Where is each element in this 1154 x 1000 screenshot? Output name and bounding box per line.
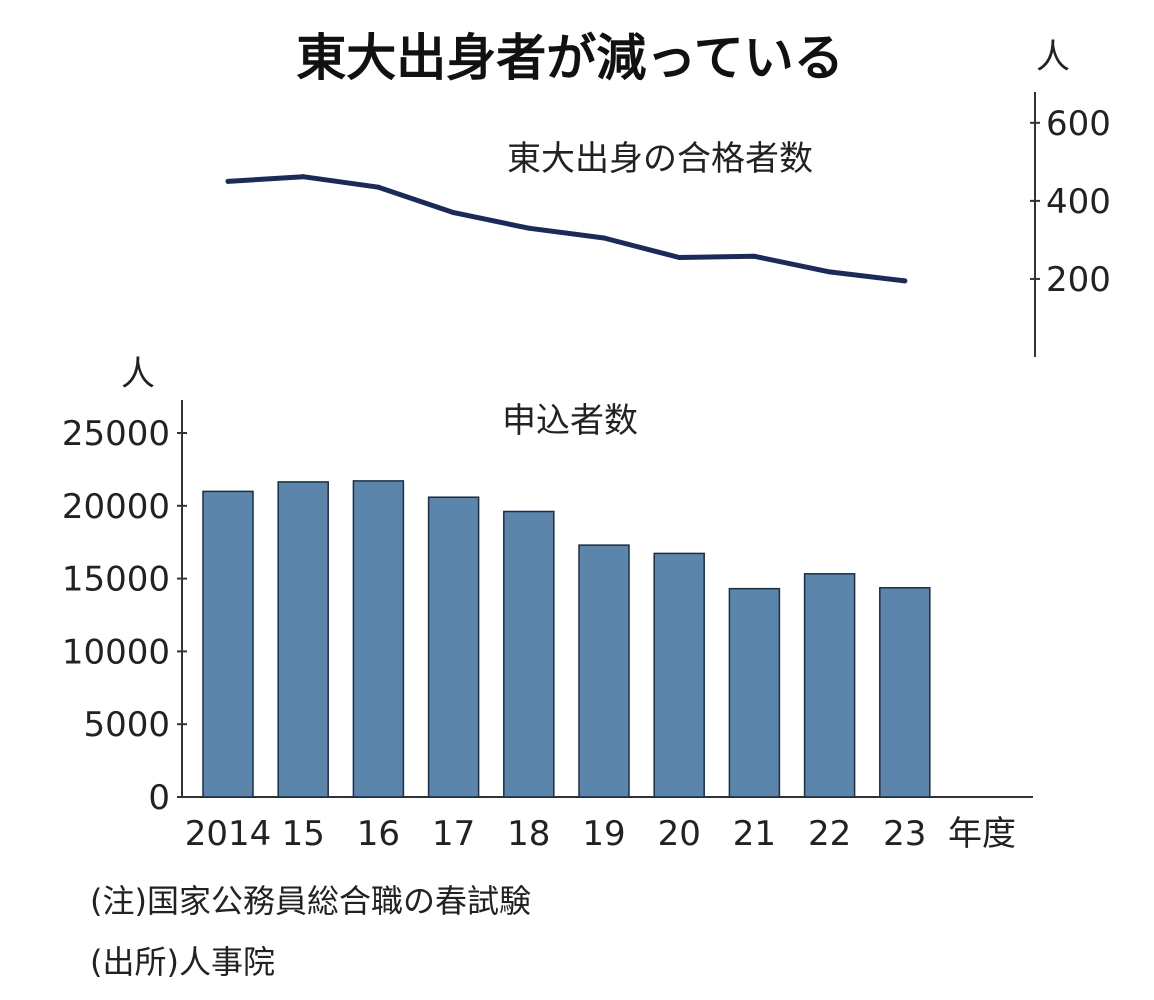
line-chart: 東大出身の合格者数 人 200 400 600: [225, 37, 1111, 357]
line-series-label: 東大出身の合格者数: [507, 139, 813, 179]
bar-21: [728, 587, 781, 798]
x-tick-label: 16: [357, 814, 400, 854]
line-y-tick-label: 400: [1046, 182, 1111, 222]
chart-title: 東大出身者が減っている: [296, 29, 844, 87]
line-point-22: [827, 269, 833, 275]
bar-y-tick-label: 25000: [62, 414, 170, 454]
bar-16: [352, 480, 405, 798]
bar-chart: 人 申込者数 0 5000 10000 15000 20000 25000 2014 15 1…: [62, 354, 1033, 854]
x-tick-label: 21: [733, 814, 776, 854]
line-series-path: [225, 174, 908, 284]
line-point-2014: [225, 178, 231, 184]
bar-19: [578, 544, 630, 798]
bar-y-tick-label: 15000: [62, 560, 170, 600]
footnote: (注)国家公務員総合職の春試験: [90, 882, 531, 920]
x-axis-suffix: 年度: [948, 814, 1016, 854]
line-point-15: [300, 174, 306, 180]
x-tick-label: 17: [432, 814, 475, 854]
line-point-18: [526, 225, 532, 231]
bar-y-tick-label: 5000: [83, 705, 170, 745]
bar-2014: [202, 490, 254, 798]
bar-y-tick-label: 20000: [62, 487, 170, 527]
bar-y-tick-label: 0: [148, 778, 170, 818]
line-y-unit: 人: [1036, 37, 1070, 77]
x-tick-label: 19: [582, 814, 625, 854]
line-point-19: [601, 235, 607, 241]
bar-y-tick-label: 10000: [62, 632, 170, 672]
bar-17: [427, 496, 480, 798]
line-point-16: [375, 184, 381, 190]
line-point-20: [676, 254, 682, 260]
line-point-17: [451, 210, 457, 216]
x-tick-label: 20: [658, 814, 701, 854]
x-tick-label: 22: [808, 814, 851, 854]
line-point-21: [751, 253, 757, 259]
x-tick-label: 23: [883, 814, 926, 854]
bar-22: [803, 573, 856, 798]
bar-23: [879, 587, 931, 798]
x-tick-label: 15: [282, 814, 325, 854]
bar-series-label: 申込者数: [502, 401, 638, 441]
line-y-tick-label: 200: [1046, 260, 1111, 300]
bar-18: [503, 510, 555, 798]
x-tick-label: 2014: [185, 814, 272, 854]
bar-20: [653, 552, 705, 798]
bar-y-unit: 人: [121, 354, 155, 394]
source-note: (出所)人事院: [90, 943, 275, 981]
x-tick-label: 18: [507, 814, 550, 854]
line-point-23: [902, 278, 908, 284]
line-y-tick-label: 600: [1046, 104, 1111, 144]
bar-15: [277, 481, 329, 798]
